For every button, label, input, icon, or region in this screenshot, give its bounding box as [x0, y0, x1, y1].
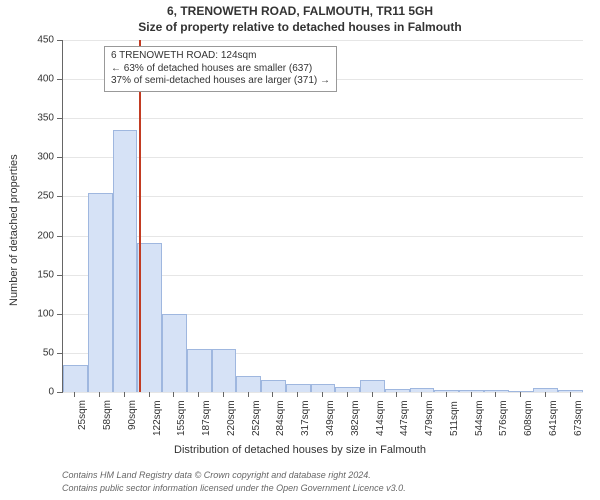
y-tick-label: 450 — [0, 35, 54, 46]
bar — [187, 349, 212, 392]
y-tick-label: 150 — [0, 269, 54, 280]
x-tick-label: 284sqm — [275, 400, 286, 436]
x-tick-mark — [520, 392, 521, 397]
plot-area — [62, 40, 583, 393]
annotation-line: ← 63% of detached houses are smaller (63… — [111, 63, 330, 76]
bar — [558, 390, 583, 392]
gridline — [63, 196, 583, 197]
annotation-line: 37% of semi-detached houses are larger (… — [111, 75, 330, 88]
x-tick-label: 58sqm — [102, 400, 113, 430]
y-tick-label: 0 — [0, 387, 54, 398]
x-tick-mark — [421, 392, 422, 397]
x-tick-label: 414sqm — [375, 400, 386, 436]
title-line-1: 6, TRENOWETH ROAD, FALMOUTH, TR11 5GH — [0, 4, 600, 18]
x-tick-mark — [198, 392, 199, 397]
x-tick-mark — [471, 392, 472, 397]
gridline — [63, 40, 583, 41]
x-tick-label: 576sqm — [498, 400, 509, 436]
x-tick-mark — [297, 392, 298, 397]
bar — [261, 380, 286, 392]
gridline — [63, 236, 583, 237]
y-tick-label: 50 — [0, 347, 54, 358]
bar — [113, 130, 138, 392]
x-tick-label: 155sqm — [176, 400, 187, 436]
marker-line — [139, 40, 141, 392]
bar — [63, 365, 88, 392]
x-tick-label: 187sqm — [201, 400, 212, 436]
x-tick-mark — [99, 392, 100, 397]
x-axis-label: Distribution of detached houses by size … — [0, 444, 600, 456]
x-tick-label: 349sqm — [325, 400, 336, 436]
x-tick-label: 220sqm — [226, 400, 237, 436]
y-tick-label: 300 — [0, 152, 54, 163]
bar — [286, 384, 311, 392]
x-tick-mark — [74, 392, 75, 397]
gridline — [63, 118, 583, 119]
x-tick-mark — [173, 392, 174, 397]
bar — [360, 380, 385, 392]
chart-container: 6, TRENOWETH ROAD, FALMOUTH, TR11 5GH Si… — [0, 0, 600, 500]
bar — [434, 390, 459, 392]
x-tick-label: 25sqm — [77, 400, 88, 430]
x-tick-mark — [322, 392, 323, 397]
bar — [88, 193, 113, 392]
bar — [137, 243, 162, 392]
y-tick-label: 250 — [0, 191, 54, 202]
x-tick-mark — [223, 392, 224, 397]
x-tick-mark — [124, 392, 125, 397]
x-tick-mark — [570, 392, 571, 397]
bar — [212, 349, 237, 392]
y-tick-label: 400 — [0, 74, 54, 85]
x-tick-label: 122sqm — [152, 400, 163, 436]
footer-line-2: Contains public sector information licen… — [62, 483, 406, 493]
y-tick-label: 350 — [0, 113, 54, 124]
x-tick-mark — [272, 392, 273, 397]
gridline — [63, 392, 583, 393]
x-tick-label: 382sqm — [350, 400, 361, 436]
x-tick-label: 608sqm — [523, 400, 534, 436]
x-tick-label: 479sqm — [424, 400, 435, 436]
x-tick-label: 90sqm — [127, 400, 138, 430]
x-tick-mark — [396, 392, 397, 397]
footer-line-1: Contains HM Land Registry data © Crown c… — [62, 470, 371, 480]
bar — [533, 388, 558, 392]
bar — [162, 314, 187, 392]
x-tick-mark — [446, 392, 447, 397]
x-tick-mark — [545, 392, 546, 397]
x-tick-mark — [248, 392, 249, 397]
gridline — [63, 157, 583, 158]
y-tick-label: 100 — [0, 308, 54, 319]
x-tick-label: 317sqm — [300, 400, 311, 436]
x-tick-label: 511sqm — [449, 401, 460, 436]
x-tick-label: 673sqm — [573, 400, 584, 436]
x-tick-mark — [149, 392, 150, 397]
x-tick-mark — [347, 392, 348, 397]
annotation-box: 6 TRENOWETH ROAD: 124sqm← 63% of detache… — [104, 46, 337, 92]
bar — [459, 390, 484, 392]
bar — [335, 387, 360, 392]
x-tick-label: 447sqm — [399, 400, 410, 436]
x-tick-mark — [495, 392, 496, 397]
title-line-2: Size of property relative to detached ho… — [0, 20, 600, 34]
x-tick-mark — [372, 392, 373, 397]
x-tick-label: 252sqm — [251, 400, 262, 436]
x-tick-label: 641sqm — [548, 400, 559, 436]
bar — [311, 384, 336, 392]
x-tick-label: 544sqm — [474, 400, 485, 436]
y-tick-label: 200 — [0, 230, 54, 241]
annotation-line: 6 TRENOWETH ROAD: 124sqm — [111, 50, 330, 63]
bar — [236, 376, 261, 392]
